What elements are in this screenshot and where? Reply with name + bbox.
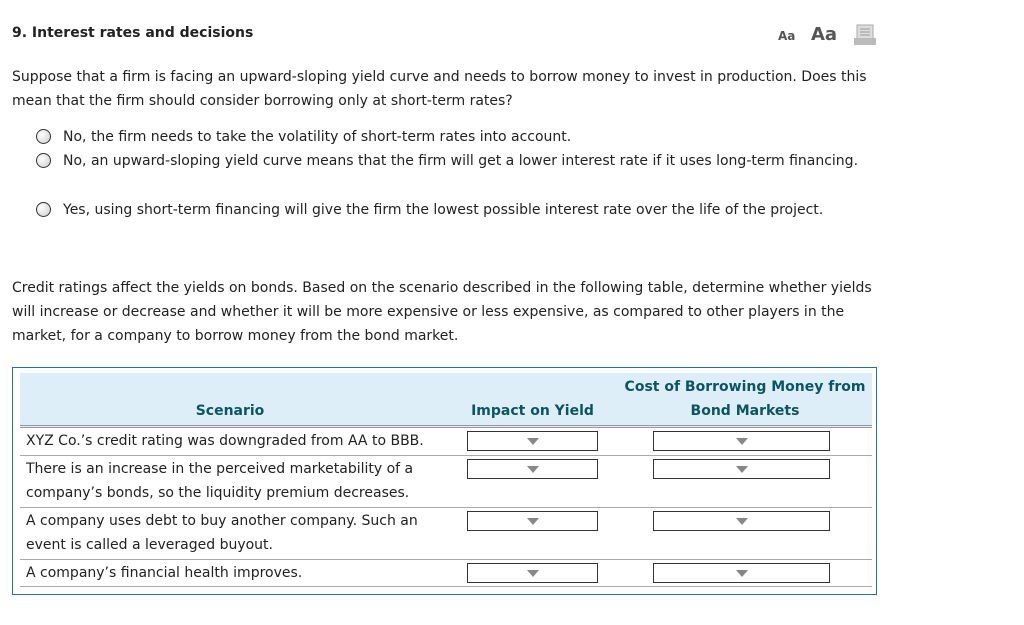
radio-button[interactable] bbox=[36, 202, 51, 217]
option-label: Yes, using short-term financing will giv… bbox=[63, 202, 824, 218]
scenario-text: A company uses debt to buy another compa… bbox=[26, 513, 418, 553]
answer-option[interactable]: Yes, using short-term financing will giv… bbox=[36, 198, 866, 222]
decrease-font-button[interactable]: Aa bbox=[778, 29, 796, 43]
answer-option[interactable]: No, the firm needs to take the volatilit… bbox=[36, 125, 866, 149]
dropdown-arrow-icon bbox=[735, 518, 748, 525]
dropdown-arrow-icon bbox=[526, 466, 539, 473]
table-row: There is an increase in the perceived ma… bbox=[20, 456, 872, 508]
table-prompt: Credit ratings affect the yields on bond… bbox=[12, 280, 872, 344]
question-title: 9. Interest rates and decisions bbox=[12, 25, 254, 41]
table-row: A company’s financial health improves. bbox=[20, 560, 872, 587]
table-row: XYZ Co.’s credit rating was downgraded f… bbox=[20, 428, 872, 456]
cost-dropdown[interactable] bbox=[653, 511, 830, 531]
scenario-table: Scenario Impact on Yield Cost of Borrowi… bbox=[12, 367, 877, 595]
question-prompt: Suppose that a firm is facing an upward-… bbox=[12, 69, 867, 109]
cost-dropdown[interactable] bbox=[653, 563, 830, 583]
dropdown-arrow-icon bbox=[526, 518, 539, 525]
answer-option[interactable]: No, an upward-sloping yield curve means … bbox=[36, 149, 866, 173]
impact-dropdown[interactable] bbox=[467, 431, 598, 451]
dropdown-arrow-icon bbox=[526, 438, 539, 445]
impact-dropdown[interactable] bbox=[467, 511, 598, 531]
dropdown-arrow-icon bbox=[735, 570, 748, 577]
impact-dropdown[interactable] bbox=[467, 459, 598, 479]
table-row: A company uses debt to buy another compa… bbox=[20, 508, 872, 560]
print-icon[interactable] bbox=[853, 24, 877, 46]
header-cost: Cost of Borrowing Money from Bond Market… bbox=[624, 379, 866, 419]
dropdown-arrow-icon bbox=[735, 438, 748, 445]
dropdown-arrow-icon bbox=[526, 570, 539, 577]
option-label: No, the firm needs to take the volatilit… bbox=[63, 129, 572, 145]
scenario-text: XYZ Co.’s credit rating was downgraded f… bbox=[26, 433, 424, 449]
cost-dropdown[interactable] bbox=[653, 431, 830, 451]
increase-font-button[interactable]: Aa bbox=[811, 24, 838, 45]
header-scenario: Scenario bbox=[195, 403, 265, 419]
radio-button[interactable] bbox=[36, 129, 51, 144]
scenario-text: A company’s financial health improves. bbox=[26, 565, 303, 581]
cost-dropdown[interactable] bbox=[653, 459, 830, 479]
radio-button[interactable] bbox=[36, 153, 51, 168]
dropdown-arrow-icon bbox=[735, 466, 748, 473]
scenario-text: There is an increase in the perceived ma… bbox=[26, 461, 414, 501]
table-header: Scenario Impact on Yield Cost of Borrowi… bbox=[20, 373, 872, 428]
impact-dropdown[interactable] bbox=[467, 563, 598, 583]
option-label: No, an upward-sloping yield curve means … bbox=[63, 153, 859, 169]
header-impact: Impact on Yield bbox=[471, 403, 594, 419]
